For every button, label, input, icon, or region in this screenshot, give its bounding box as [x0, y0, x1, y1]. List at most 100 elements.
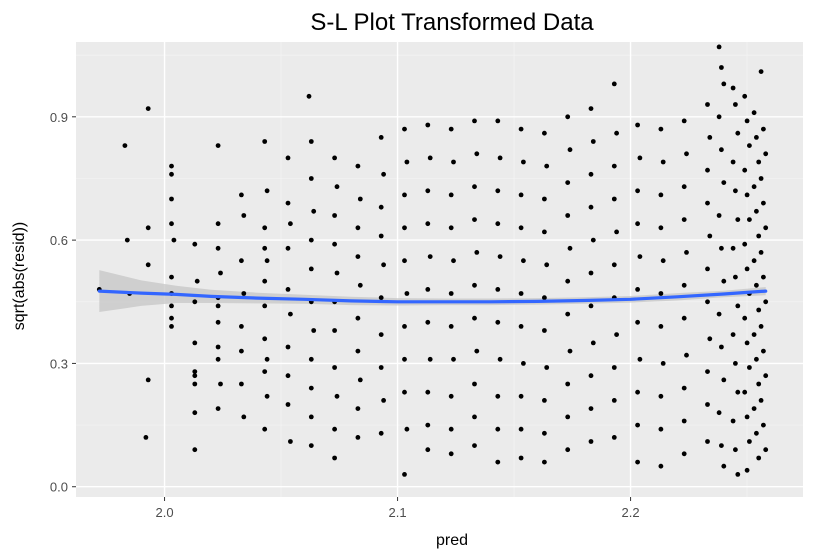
data-point: [742, 241, 748, 247]
data-point: [355, 406, 361, 411]
data-point: [761, 126, 766, 132]
data-point: [285, 344, 291, 350]
smooth-line: [97, 289, 768, 304]
data-point: [611, 398, 617, 403]
data-point: [761, 348, 766, 354]
data-point: [542, 196, 547, 202]
data-point: [721, 377, 727, 383]
data-point: [169, 196, 174, 202]
data-point: [355, 225, 361, 231]
data-point: [660, 258, 666, 264]
data-point: [308, 356, 314, 362]
data-point: [761, 422, 766, 428]
x-axis-label: pred: [436, 532, 468, 549]
axes: 2.0 2.1 2.2 0.0 0.3 0.6 0.9: [50, 110, 640, 520]
data-point: [308, 176, 314, 181]
data-point: [518, 126, 524, 132]
data-point: [218, 381, 223, 387]
data-point: [658, 291, 664, 296]
data-point: [754, 135, 759, 140]
data-point: [334, 270, 340, 276]
y-tick-label: 0.6: [50, 233, 68, 248]
data-point: [239, 192, 244, 198]
data-point: [262, 245, 268, 251]
data-point: [262, 139, 268, 144]
data-point: [381, 398, 386, 403]
data-point: [448, 126, 454, 132]
data-point: [684, 151, 689, 157]
data-point: [427, 155, 433, 161]
data-point: [658, 463, 664, 469]
data-point: [635, 459, 640, 465]
data-point: [758, 324, 764, 329]
data-point: [495, 221, 501, 227]
data-point: [707, 135, 713, 140]
data-point: [735, 217, 741, 223]
plot-panel: [76, 42, 803, 497]
x-tick-label: 2.2: [622, 505, 640, 520]
data-point: [719, 245, 724, 251]
data-point: [285, 402, 291, 407]
data-point: [448, 451, 454, 457]
chart-title: S-L Plot Transformed Data: [310, 9, 594, 36]
data-point: [730, 418, 736, 424]
data-point: [716, 410, 722, 416]
data-point: [721, 81, 727, 87]
data-point: [262, 426, 268, 432]
data-point: [472, 282, 477, 288]
data-point: [721, 463, 727, 469]
data-point: [448, 324, 454, 329]
data-point: [334, 393, 340, 399]
data-point: [744, 118, 750, 124]
smooth-line-layer: [97, 289, 768, 304]
data-point: [192, 381, 198, 387]
data-point: [308, 385, 314, 391]
data-point: [567, 348, 573, 354]
data-point: [733, 102, 738, 107]
data-point: [742, 93, 748, 99]
data-point: [169, 163, 174, 169]
data-point: [355, 163, 361, 169]
data-point: [716, 311, 722, 317]
data-point: [332, 426, 337, 432]
data-point: [565, 311, 571, 317]
data-point: [145, 262, 151, 268]
data-point: [357, 377, 363, 383]
points-layer: [96, 44, 769, 477]
data-point: [239, 348, 244, 354]
data-point: [357, 282, 363, 288]
data-point: [192, 447, 198, 453]
data-point: [215, 303, 221, 309]
data-point: [747, 217, 752, 223]
data-point: [756, 455, 762, 461]
data-point: [357, 196, 363, 202]
data-point: [658, 393, 664, 399]
data-point: [681, 282, 687, 288]
data-point: [402, 472, 407, 477]
data-point: [495, 426, 501, 432]
data-point: [637, 356, 643, 362]
data-point: [588, 270, 594, 276]
data-point: [402, 126, 407, 132]
data-point: [758, 69, 764, 74]
data-point: [239, 324, 244, 329]
data-point: [719, 344, 724, 350]
data-point: [472, 184, 477, 190]
data-point: [448, 426, 454, 432]
data-point: [518, 455, 524, 461]
data-point: [716, 114, 722, 120]
data-point: [215, 406, 221, 411]
data-point: [451, 159, 456, 165]
y-tick-label: 0.9: [50, 110, 68, 125]
data-point: [474, 151, 480, 157]
data-point: [565, 180, 571, 186]
data-point: [590, 139, 596, 144]
data-point: [705, 102, 710, 107]
data-point: [756, 381, 762, 387]
data-point: [751, 184, 757, 190]
data-point: [124, 237, 130, 243]
data-point: [288, 439, 293, 444]
data-point: [747, 439, 752, 444]
data-point: [751, 406, 757, 411]
data-point: [758, 176, 764, 181]
